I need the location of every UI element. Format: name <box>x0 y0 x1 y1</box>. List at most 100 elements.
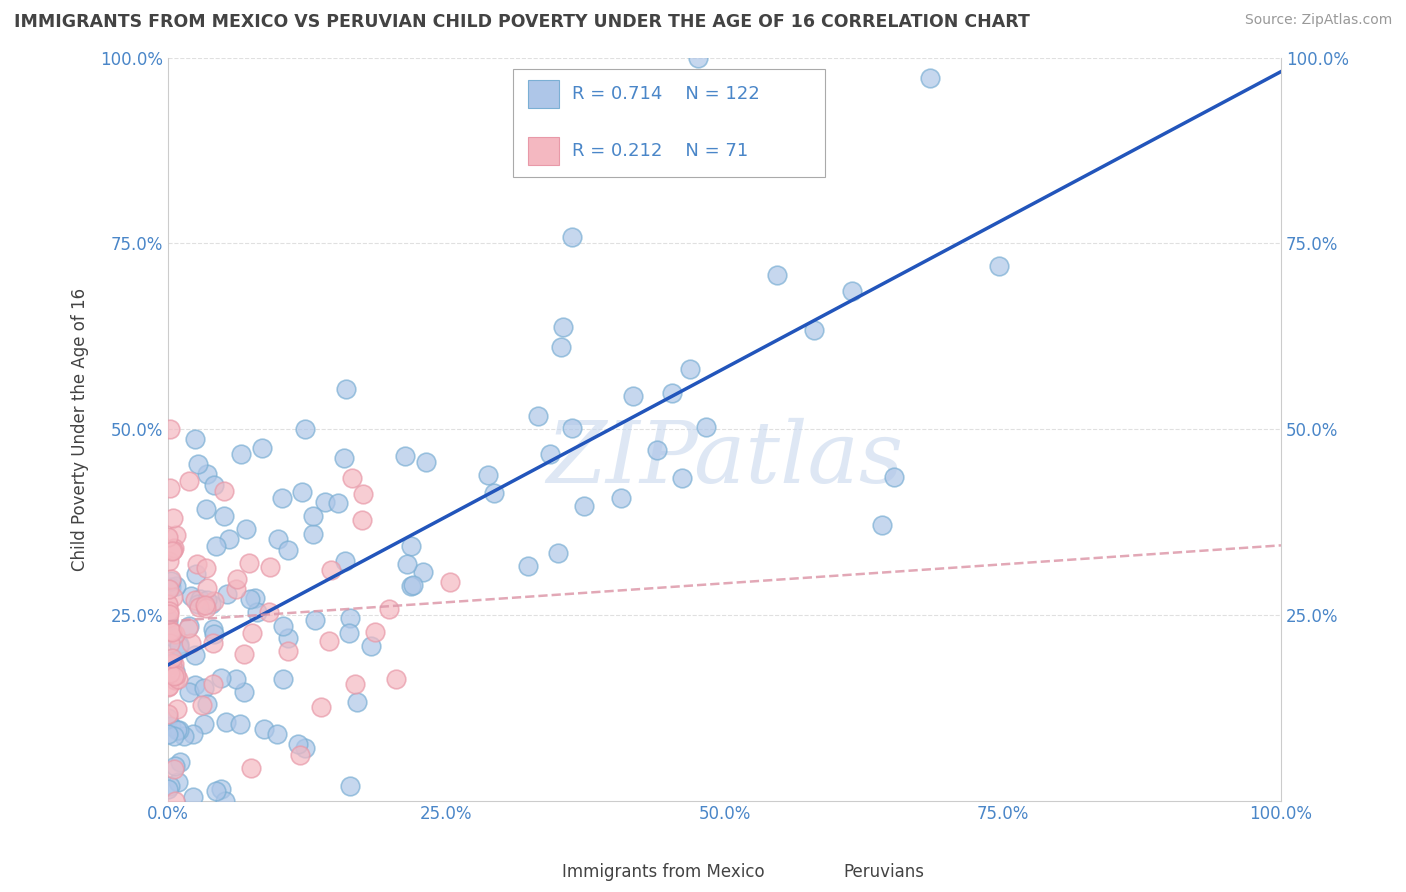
Point <box>399 579 422 593</box>
Point <box>339 779 361 793</box>
Point <box>160 624 183 639</box>
Point <box>266 532 288 546</box>
Point <box>201 676 224 690</box>
Point <box>231 447 253 461</box>
Point <box>193 681 215 696</box>
FancyBboxPatch shape <box>527 80 558 108</box>
Point <box>225 672 247 686</box>
Point <box>302 509 325 524</box>
Point <box>343 677 366 691</box>
Point <box>395 558 418 572</box>
Point <box>195 467 218 482</box>
Point <box>157 611 180 625</box>
Point <box>340 471 363 485</box>
Point <box>482 485 505 500</box>
Point <box>412 566 434 580</box>
Point <box>841 284 863 298</box>
Point <box>226 573 249 587</box>
Point <box>184 566 207 581</box>
Point <box>173 729 195 743</box>
Point <box>360 639 382 653</box>
Point <box>159 658 181 673</box>
Point <box>314 495 336 509</box>
Text: R = 0.212    N = 71: R = 0.212 N = 71 <box>572 143 748 161</box>
Text: ZIPatlas: ZIPatlas <box>546 417 903 500</box>
Point <box>184 678 207 692</box>
Point <box>163 794 186 808</box>
Point <box>157 597 180 611</box>
Point <box>229 717 252 731</box>
Point <box>160 651 183 665</box>
Point <box>202 594 225 608</box>
Point <box>163 729 186 743</box>
Point <box>157 781 180 796</box>
Point <box>160 719 183 733</box>
Point <box>377 602 399 616</box>
Point <box>243 591 266 606</box>
Point <box>266 727 288 741</box>
Point <box>277 631 299 645</box>
Point <box>165 626 187 640</box>
Point <box>335 382 357 396</box>
Point <box>165 528 187 542</box>
Point <box>259 559 281 574</box>
Point <box>239 592 262 607</box>
Point <box>920 70 942 85</box>
Point <box>671 471 693 485</box>
Point <box>195 593 218 607</box>
Point <box>191 698 214 712</box>
Point <box>277 644 299 658</box>
Point <box>212 483 235 498</box>
Point <box>157 582 180 596</box>
Point <box>610 491 633 505</box>
Point <box>288 747 311 762</box>
Point <box>205 783 228 797</box>
Point <box>186 558 208 572</box>
Point <box>253 723 276 737</box>
Point <box>319 563 342 577</box>
Point <box>337 626 360 640</box>
Point <box>679 362 702 376</box>
Point <box>215 714 238 729</box>
Text: R = 0.714    N = 122: R = 0.714 N = 122 <box>572 85 759 103</box>
Point <box>352 487 374 501</box>
Point <box>304 613 326 627</box>
Point <box>167 774 190 789</box>
Point <box>159 481 181 495</box>
Point <box>157 706 180 721</box>
Point <box>184 648 207 663</box>
Point <box>162 543 184 558</box>
Point <box>294 741 316 756</box>
Point <box>157 604 180 618</box>
Point <box>214 508 236 523</box>
Point <box>214 794 236 808</box>
FancyBboxPatch shape <box>513 69 825 177</box>
Point <box>179 474 201 488</box>
Point <box>159 422 181 436</box>
Point <box>661 386 683 401</box>
Point <box>157 680 180 694</box>
Point <box>517 559 540 574</box>
Point <box>257 605 280 619</box>
Point <box>238 556 260 570</box>
Point <box>217 587 239 601</box>
Point <box>200 597 222 611</box>
Point <box>195 501 218 516</box>
Text: IMMIGRANTS FROM MEXICO VS PERUVIAN CHILD POVERTY UNDER THE AGE OF 16 CORRELATION: IMMIGRANTS FROM MEXICO VS PERUVIAN CHILD… <box>14 13 1031 31</box>
Point <box>163 665 186 679</box>
Point <box>201 622 224 636</box>
Point <box>302 527 325 541</box>
Point <box>159 636 181 650</box>
Point <box>163 668 186 682</box>
Point <box>159 666 181 681</box>
Point <box>870 518 893 533</box>
Point <box>159 652 181 666</box>
Point <box>547 546 569 560</box>
Point <box>294 422 316 436</box>
Y-axis label: Child Poverty Under the Age of 16: Child Poverty Under the Age of 16 <box>72 287 89 571</box>
Point <box>218 532 240 546</box>
Point <box>167 723 190 738</box>
Point <box>561 421 583 435</box>
Point <box>621 388 644 402</box>
Point <box>195 561 218 575</box>
